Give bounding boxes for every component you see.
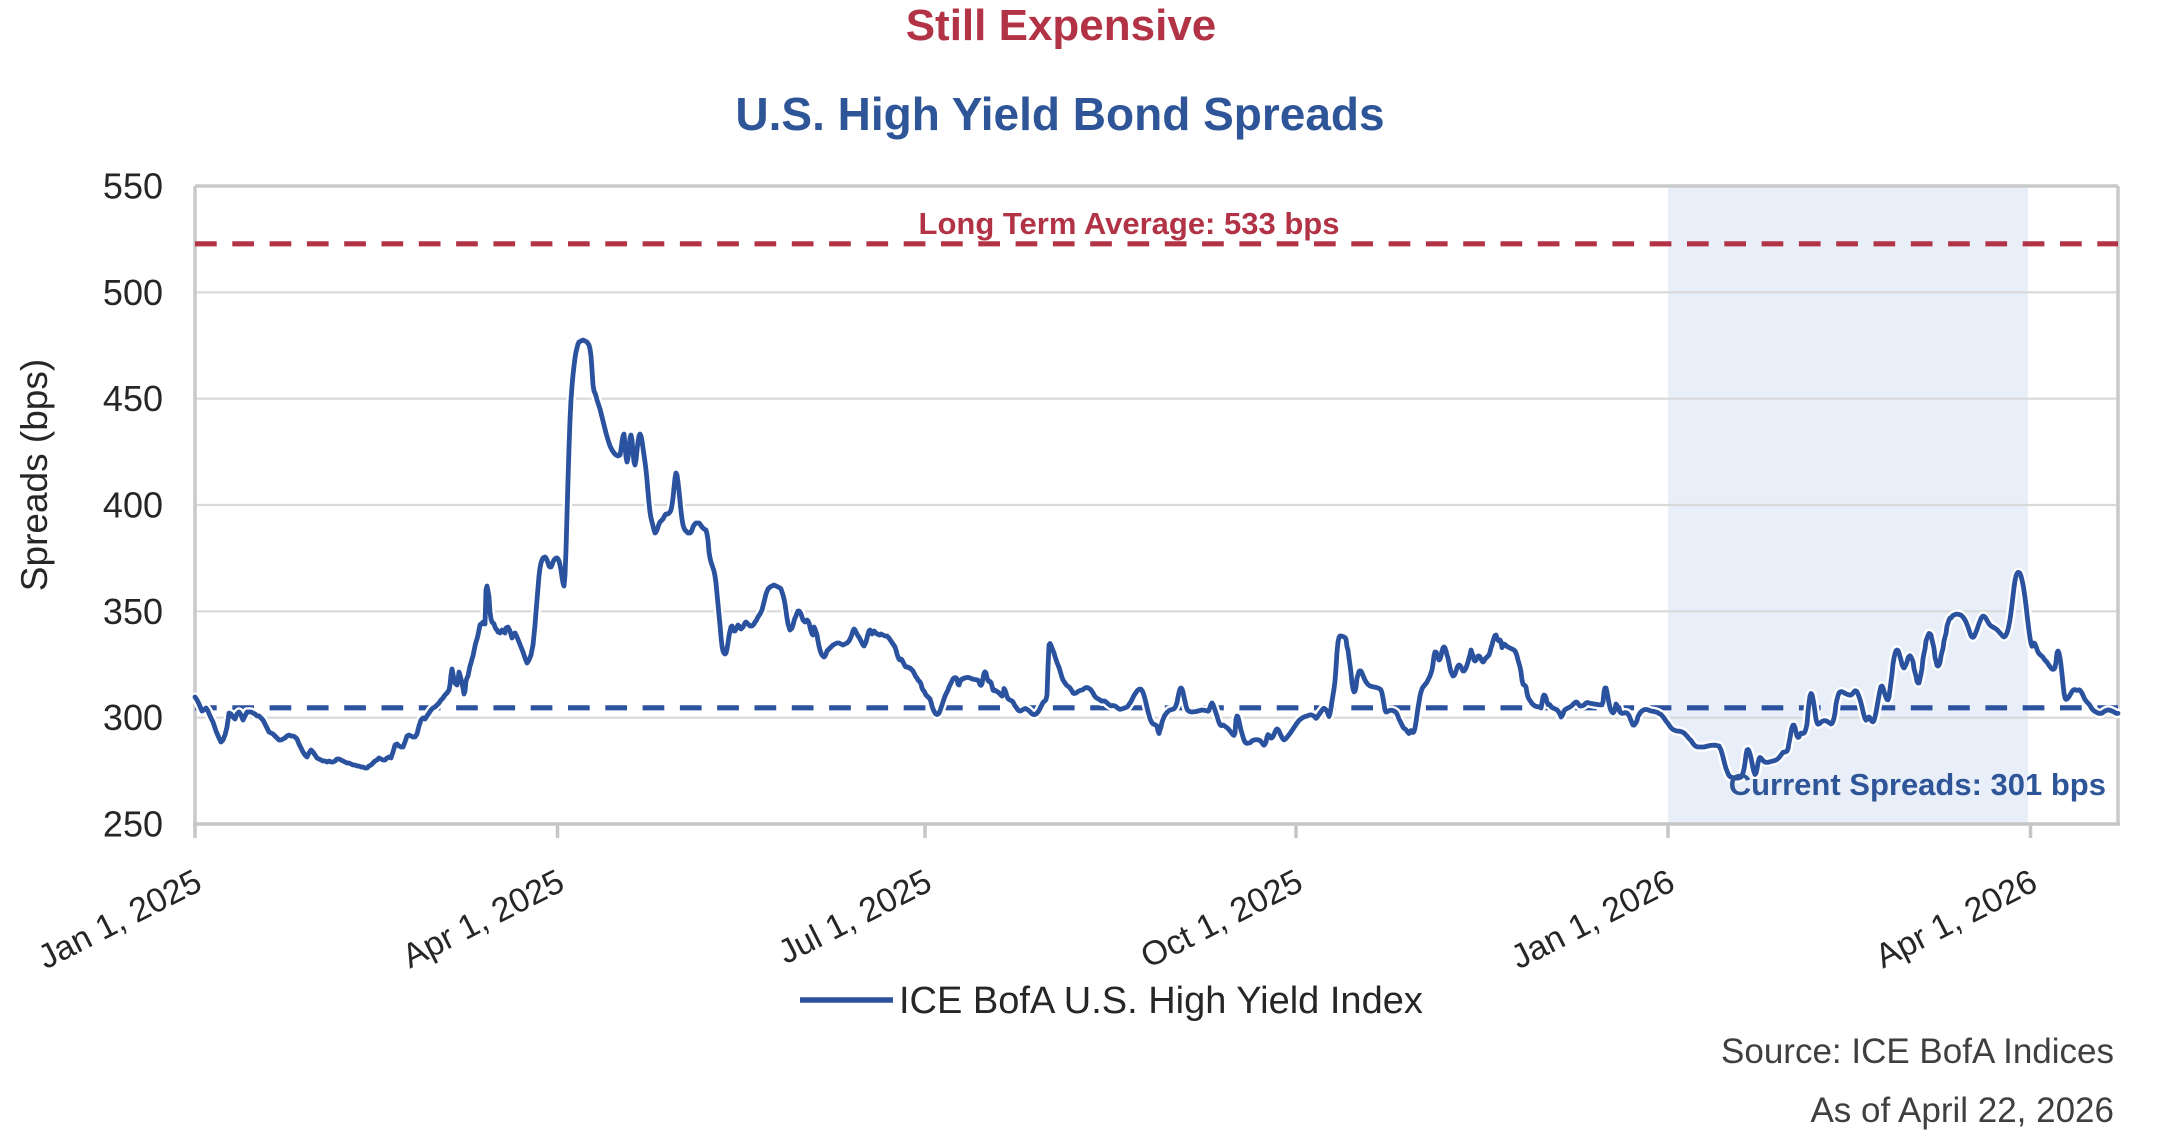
svg-text:Long Term Average: 533 bps: Long Term Average: 533 bps bbox=[919, 206, 1340, 241]
svg-text:As of April 22, 2026: As of April 22, 2026 bbox=[1810, 1091, 2114, 1130]
svg-text:Spreads (bps): Spreads (bps) bbox=[14, 359, 55, 591]
svg-text:Apr 1, 2026: Apr 1, 2026 bbox=[1869, 862, 2043, 976]
svg-text:250: 250 bbox=[103, 804, 163, 845]
svg-text:Source: ICE BofA Indices: Source: ICE BofA Indices bbox=[1721, 1032, 2114, 1071]
svg-text:Oct 1, 2025: Oct 1, 2025 bbox=[1135, 862, 1309, 976]
svg-text:U.S. High Yield Bond Spreads: U.S. High Yield Bond Spreads bbox=[735, 88, 1384, 140]
svg-text:400: 400 bbox=[103, 485, 163, 526]
svg-text:Jan 1, 2025: Jan 1, 2025 bbox=[32, 862, 208, 977]
svg-text:500: 500 bbox=[103, 272, 163, 313]
svg-text:350: 350 bbox=[103, 591, 163, 632]
svg-text:450: 450 bbox=[103, 378, 163, 419]
svg-text:Jan 1, 2026: Jan 1, 2026 bbox=[1505, 862, 1681, 977]
svg-text:Jul 1, 2025: Jul 1, 2025 bbox=[772, 862, 937, 971]
svg-text:Current Spreads: 301 bps: Current Spreads: 301 bps bbox=[1729, 767, 2106, 802]
svg-text:Still Expensive: Still Expensive bbox=[906, 1, 1217, 50]
svg-text:Apr 1, 2025: Apr 1, 2025 bbox=[396, 862, 570, 976]
svg-text:550: 550 bbox=[103, 166, 163, 207]
svg-text:300: 300 bbox=[103, 697, 163, 738]
svg-text:ICE BofA U.S. High Yield Index: ICE BofA U.S. High Yield Index bbox=[899, 980, 1423, 1022]
